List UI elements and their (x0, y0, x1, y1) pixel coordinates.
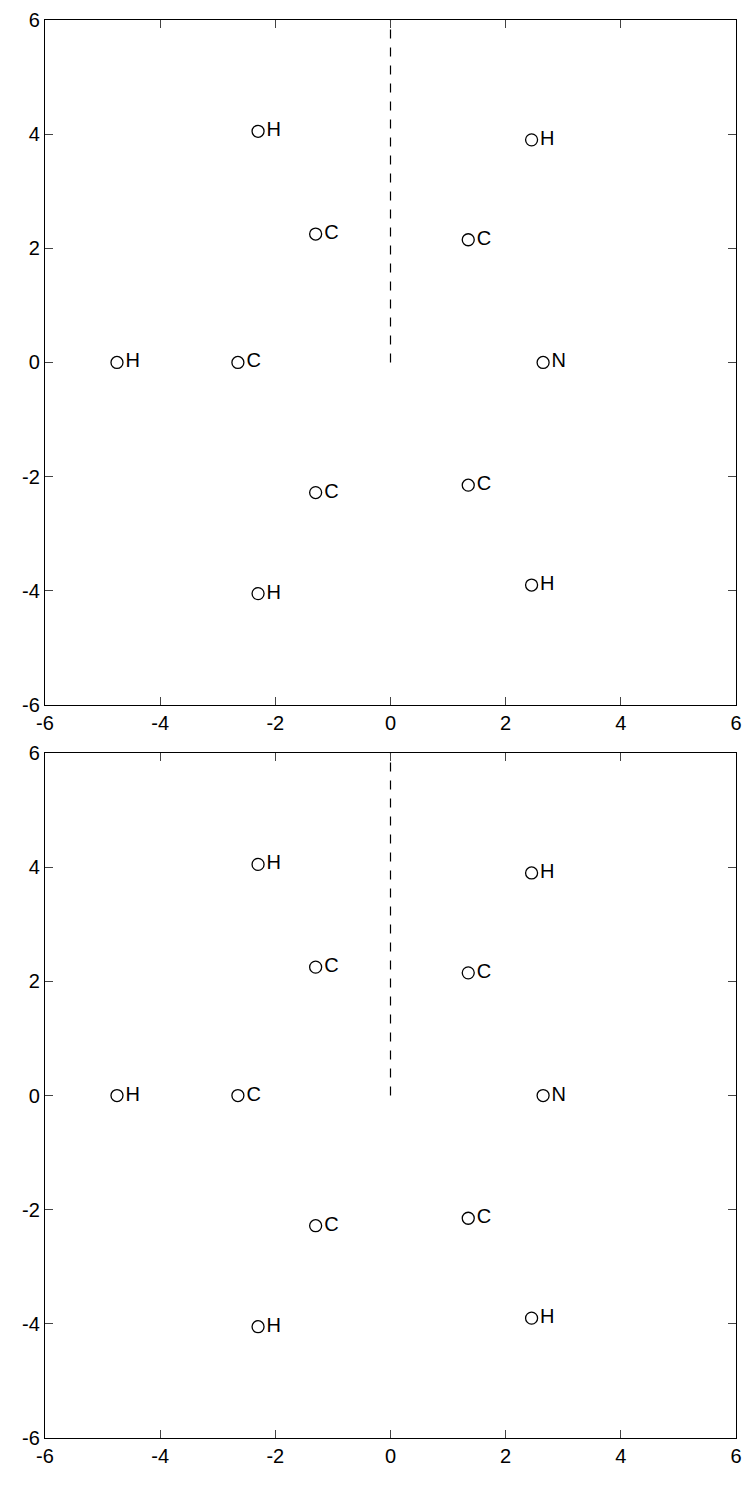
svg-text:0: 0 (29, 1085, 40, 1107)
svg-text:H: H (540, 127, 554, 149)
svg-text:-4: -4 (151, 712, 169, 734)
svg-text:-4: -4 (151, 1445, 169, 1467)
svg-text:0: 0 (29, 351, 40, 373)
svg-text:C: C (324, 954, 338, 976)
svg-text:C: C (246, 1083, 260, 1105)
svg-text:4: 4 (29, 123, 40, 145)
svg-text:4: 4 (615, 1445, 626, 1467)
svg-text:H: H (540, 1305, 554, 1327)
svg-text:2: 2 (29, 970, 40, 992)
svg-text:N: N (552, 349, 566, 371)
svg-text:C: C (477, 227, 491, 249)
svg-text:2: 2 (500, 1445, 511, 1467)
svg-text:C: C (324, 480, 338, 502)
svg-text:C: C (477, 472, 491, 494)
svg-text:-6: -6 (22, 1427, 40, 1449)
svg-text:0: 0 (385, 1445, 396, 1467)
svg-text:-6: -6 (22, 694, 40, 716)
svg-text:-2: -2 (22, 1199, 40, 1221)
svg-text:H: H (267, 1314, 281, 1336)
svg-text:-6: -6 (36, 712, 54, 734)
svg-text:6: 6 (29, 742, 40, 764)
svg-text:-2: -2 (266, 1445, 284, 1467)
svg-text:-4: -4 (22, 580, 40, 602)
svg-text:-2: -2 (22, 466, 40, 488)
svg-text:-4: -4 (22, 1313, 40, 1335)
svg-text:H: H (125, 349, 139, 371)
svg-text:6: 6 (29, 9, 40, 31)
svg-text:H: H (540, 572, 554, 594)
svg-text:C: C (246, 349, 260, 371)
svg-text:2: 2 (500, 712, 511, 734)
svg-text:H: H (267, 581, 281, 603)
svg-text:2: 2 (29, 237, 40, 259)
svg-text:H: H (267, 118, 281, 140)
svg-text:N: N (552, 1083, 566, 1105)
svg-text:6: 6 (730, 1445, 741, 1467)
svg-text:0: 0 (385, 712, 396, 734)
svg-text:C: C (477, 960, 491, 982)
svg-text:C: C (477, 1205, 491, 1227)
svg-text:4: 4 (29, 856, 40, 878)
svg-text:-2: -2 (266, 712, 284, 734)
svg-text:C: C (324, 221, 338, 243)
svg-text:4: 4 (615, 712, 626, 734)
svg-text:H: H (540, 860, 554, 882)
svg-text:H: H (267, 851, 281, 873)
svg-text:C: C (324, 1213, 338, 1235)
svg-text:H: H (125, 1083, 139, 1105)
svg-text:6: 6 (730, 712, 741, 734)
svg-text:-6: -6 (36, 1445, 54, 1467)
